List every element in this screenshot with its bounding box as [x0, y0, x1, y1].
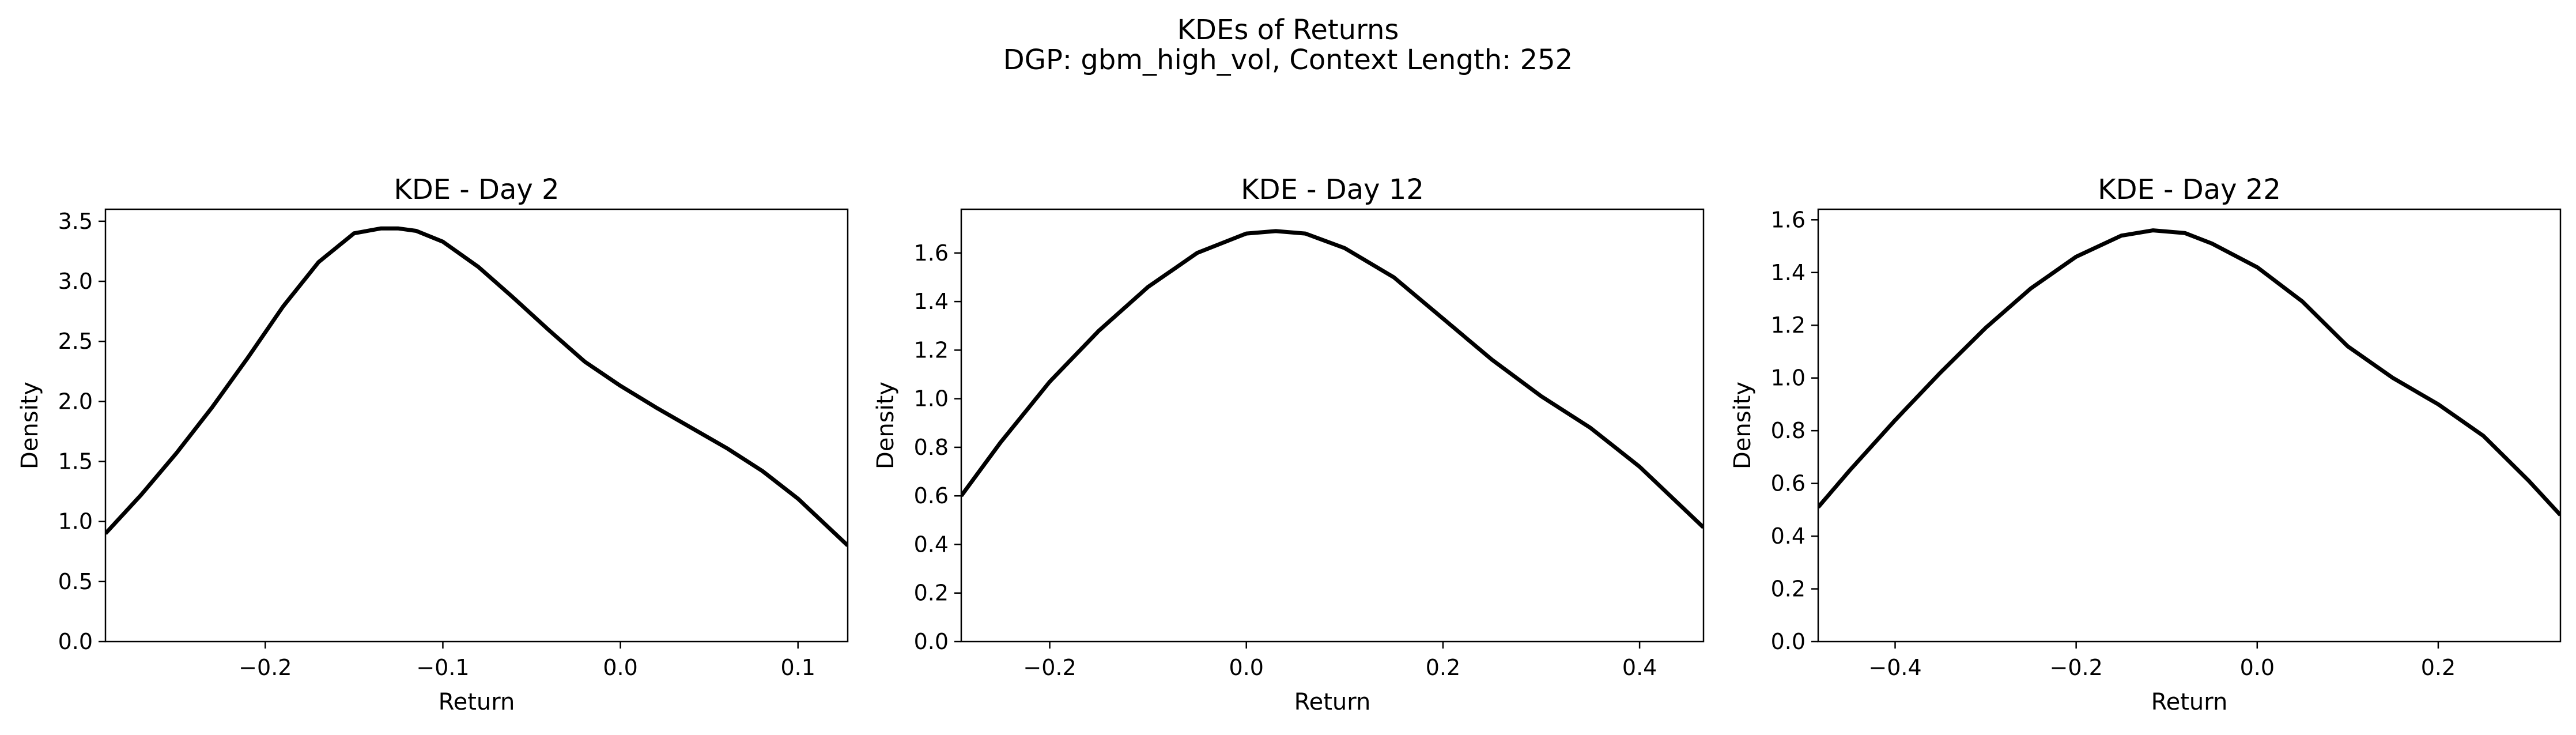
y-tick-label: 1.4 [1771, 260, 1806, 285]
figure-subtitle: DGP: gbm_high_vol, Context Length: 252 [1003, 44, 1573, 76]
panel-title: KDE - Day 2 [394, 174, 559, 206]
kde-curve [105, 226, 848, 547]
y-tick-label: 3.0 [58, 269, 93, 294]
kde-curve [1818, 228, 2560, 517]
y-tick-label: 1.2 [914, 337, 949, 363]
y-tick-label: 1.5 [58, 449, 93, 474]
y-tick-label: 0.2 [1771, 576, 1806, 602]
x-tick-label: −0.1 [416, 655, 469, 680]
y-tick-label: 1.0 [58, 509, 93, 534]
x-axis-label: Return [2151, 689, 2228, 715]
x-tick-label: 0.2 [1426, 655, 1460, 680]
y-tick-label: 0.0 [58, 629, 93, 654]
x-tick-label: 0.4 [1622, 655, 1657, 680]
y-tick-label: 0.6 [914, 483, 949, 508]
x-tick-label: 0.2 [2421, 655, 2456, 680]
y-tick-label: 0.0 [914, 629, 949, 654]
x-tick-label: 0.0 [2240, 655, 2275, 680]
axes-frame [960, 208, 1705, 643]
panel-title: KDE - Day 12 [1241, 174, 1424, 206]
y-tick-label: 1.0 [914, 386, 949, 412]
axes-frame [1817, 208, 2562, 643]
y-tick-label: 1.6 [914, 240, 949, 266]
y-tick-label: 0.8 [1771, 418, 1806, 443]
y-tick-label: 0.2 [914, 581, 949, 606]
x-tick-label: 0.0 [603, 655, 637, 680]
y-tick-label: 0.5 [58, 569, 93, 594]
y-tick-label: 1.4 [914, 289, 949, 314]
x-tick-label: −0.2 [2050, 655, 2103, 680]
x-tick-label: −0.2 [1023, 655, 1076, 680]
x-axis-label: Return [1294, 689, 1371, 715]
kde-curve [961, 229, 1704, 529]
y-tick-label: 0.6 [1771, 471, 1806, 496]
x-tick-label: −0.4 [1868, 655, 1921, 680]
y-tick-label: 2.5 [58, 329, 93, 354]
y-axis-label: Density [17, 382, 43, 469]
x-axis-label: Return [439, 689, 515, 715]
x-tick-label: 0.0 [1229, 655, 1264, 680]
y-tick-label: 1.0 [1771, 365, 1806, 391]
panel-title: KDE - Day 22 [2098, 174, 2281, 206]
y-tick-label: 0.0 [1771, 629, 1806, 654]
y-tick-label: 0.4 [1771, 523, 1806, 549]
y-tick-label: 2.0 [58, 389, 93, 414]
y-tick-label: 1.6 [1771, 207, 1806, 232]
figure-title: KDEs of Returns [1177, 14, 1399, 46]
y-axis-label: Density [1729, 382, 1756, 469]
y-axis-label: Density [872, 382, 899, 469]
y-tick-label: 1.2 [1771, 312, 1806, 338]
x-tick-label: −0.2 [239, 655, 292, 680]
y-tick-label: 0.8 [914, 435, 949, 460]
axes-frame [104, 208, 849, 643]
y-tick-label: 3.5 [58, 209, 93, 234]
y-tick-label: 0.4 [914, 532, 949, 557]
x-tick-label: 0.1 [781, 655, 815, 680]
